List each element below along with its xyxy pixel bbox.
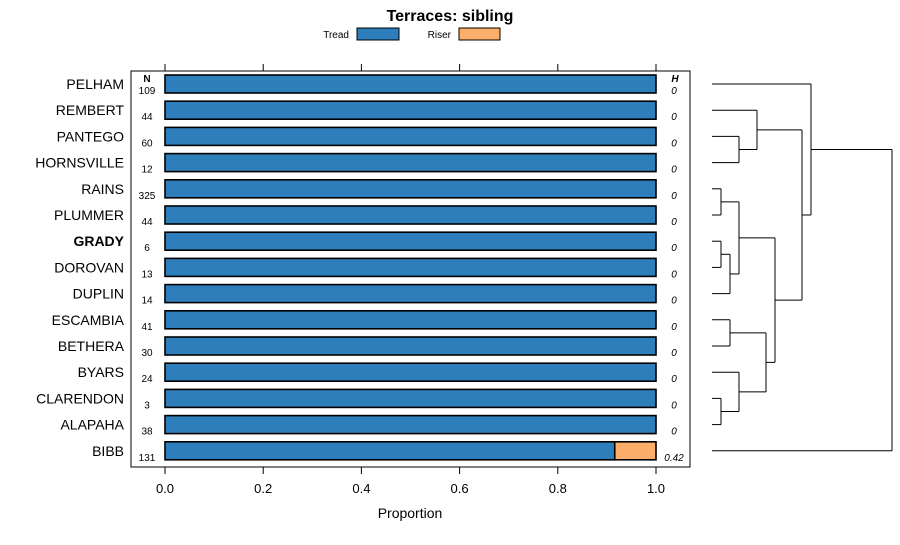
- h-value: 0: [671, 296, 677, 307]
- n-value: 30: [141, 348, 153, 359]
- n-value: 44: [141, 112, 153, 123]
- h-value: 0: [671, 400, 677, 411]
- bar-segment-tread: [164, 362, 657, 383]
- n-value: 109: [139, 86, 156, 97]
- n-value: 12: [141, 165, 153, 176]
- row-clarendon: CLARENDON 3 0: [36, 388, 677, 411]
- h-value: 0: [671, 269, 677, 280]
- h-value: 0: [671, 243, 677, 254]
- category-label: DOROVAN: [54, 259, 124, 275]
- category-label: PELHAM: [66, 76, 124, 92]
- h-value: 0: [671, 138, 677, 149]
- bar-segment-tread: [164, 309, 657, 330]
- category-label: BYARS: [78, 364, 124, 380]
- x-tick-label: 0.0: [156, 481, 174, 496]
- x-tick-label: 0.4: [352, 481, 370, 496]
- row-plummer: PLUMMER 44 0: [54, 205, 677, 228]
- bar-segment-tread: [164, 126, 657, 147]
- h-value: 0: [671, 112, 677, 123]
- bar-segment-tread: [164, 414, 657, 435]
- bar-segment-tread: [164, 257, 657, 278]
- row-bethera: BETHERA 30 0: [58, 336, 677, 359]
- category-label: GRADY: [73, 233, 124, 249]
- category-label: HORNSVILLE: [35, 155, 124, 171]
- h-value: 0: [671, 374, 677, 385]
- bar-segment-riser: [613, 440, 657, 461]
- x-tick-label: 0.8: [549, 481, 567, 496]
- n-value: 325: [139, 191, 156, 202]
- bar-segment-tread: [164, 388, 657, 409]
- bar-segment-tread: [164, 205, 657, 225]
- legend-label-riser: Riser: [428, 30, 452, 41]
- x-tick-label: 1.0: [647, 481, 665, 496]
- row-pantego: PANTEGO 60 0: [57, 126, 677, 149]
- n-value: 3: [144, 400, 150, 411]
- row-rains: RAINS 325 0: [81, 179, 677, 202]
- n-value: 44: [141, 217, 153, 228]
- x-tick-label: 0.2: [254, 481, 272, 496]
- h-value: 0: [671, 191, 677, 202]
- category-label: RAINS: [81, 181, 124, 197]
- row-grady: GRADY 6 0: [73, 231, 677, 254]
- row-dorovan: DOROVAN 13 0: [54, 257, 677, 280]
- n-value: 13: [141, 269, 153, 280]
- legend-swatch-tread: [356, 27, 400, 41]
- h-column-header: H: [671, 74, 679, 85]
- x-axis-label: Proportion: [378, 505, 443, 521]
- row-pelham: PELHAM 109 0: [66, 74, 677, 97]
- category-label: ALAPAHA: [60, 417, 124, 433]
- legend-label-tread: Tread: [323, 30, 349, 41]
- row-alapaha: ALAPAHA 38 0: [60, 414, 677, 438]
- bar-segment-tread: [164, 179, 657, 199]
- row-rembert: REMBERT 44 0: [56, 100, 677, 123]
- row-hornsville: HORNSVILLE 12 0: [35, 152, 677, 176]
- h-value: 0.42: [664, 453, 684, 464]
- h-value: 0: [671, 322, 677, 333]
- bar-segment-tread: [164, 152, 657, 173]
- row-duplin: DUPLIN 14 0: [73, 283, 677, 307]
- h-value: 0: [671, 165, 677, 176]
- chart-title: Terraces: sibling: [387, 8, 514, 25]
- x-axis: 0.0 0.2 0.4 0.6 0.8 1.0: [156, 64, 665, 496]
- h-value: 0: [671, 86, 677, 97]
- n-value: 24: [141, 374, 153, 385]
- h-value: 0: [671, 217, 677, 228]
- bar-segment-tread: [164, 100, 657, 120]
- h-value: 0: [671, 427, 677, 438]
- category-label: CLARENDON: [36, 390, 124, 406]
- n-value: 41: [141, 322, 153, 333]
- row-byars: BYARS 24 0: [78, 362, 677, 385]
- n-column-header: N: [143, 74, 150, 85]
- category-label: ESCAMBIA: [52, 312, 125, 328]
- category-label: DUPLIN: [73, 286, 124, 302]
- category-label: PLUMMER: [54, 207, 124, 223]
- dendrogram: [712, 83, 893, 452]
- category-label: BIBB: [92, 443, 124, 459]
- bar-segment-tread: [164, 336, 657, 356]
- bar-segment-tread: [164, 231, 657, 251]
- n-value: 60: [141, 138, 153, 149]
- legend-swatch-riser: [458, 27, 501, 41]
- plot-panel: [130, 70, 691, 468]
- row-escambia: ESCAMBIA 41 0: [52, 309, 677, 333]
- bar-segment-tread: [164, 440, 616, 461]
- x-tick-label: 0.6: [451, 481, 469, 496]
- n-value: 38: [141, 427, 153, 438]
- category-label: REMBERT: [56, 102, 125, 118]
- h-value: 0: [671, 348, 677, 359]
- bar-segment-tread: [164, 74, 657, 94]
- n-value: 131: [139, 453, 156, 464]
- legend: Tread Riser: [323, 27, 501, 41]
- category-label: BETHERA: [58, 338, 125, 354]
- n-value: 14: [141, 296, 153, 307]
- category-label: PANTEGO: [57, 128, 125, 144]
- row-bibb: BIBB 131 0.42: [92, 440, 684, 464]
- bar-segment-tread: [164, 283, 657, 304]
- n-value: 6: [144, 243, 150, 254]
